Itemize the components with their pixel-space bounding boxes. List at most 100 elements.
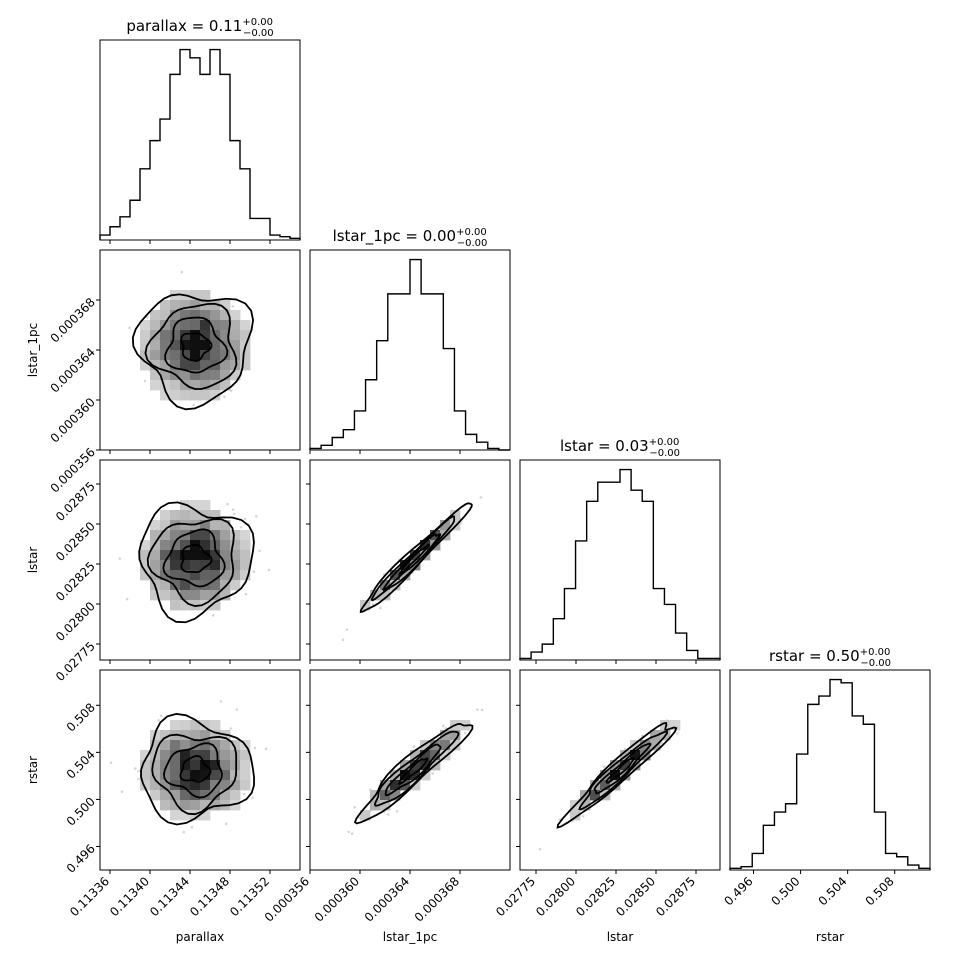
sample-point	[143, 379, 147, 383]
sample-point	[371, 602, 375, 606]
density-cell	[170, 340, 181, 351]
sample-point	[538, 847, 542, 851]
contour-4	[140, 712, 255, 826]
density-cell	[160, 530, 171, 541]
y-axis-label-rstar: rstar	[26, 756, 40, 784]
density-cell	[180, 790, 191, 801]
density-cell	[410, 560, 421, 571]
density-cell	[160, 750, 171, 761]
sample-point	[224, 822, 228, 826]
sample-point	[479, 496, 483, 499]
density-cell	[170, 300, 181, 311]
density-cell	[200, 510, 211, 521]
density-cell	[230, 320, 241, 331]
density-cell	[410, 780, 421, 791]
density-cell	[180, 560, 191, 571]
y-tick-label: 0.02850	[53, 519, 98, 564]
density-cell	[190, 380, 201, 391]
density-cell	[600, 770, 611, 781]
density-cell	[240, 540, 251, 551]
contour-3	[578, 730, 668, 811]
density-cell	[210, 800, 221, 811]
density-cell	[180, 380, 191, 391]
density-cell	[180, 550, 191, 561]
density-cell	[150, 590, 161, 601]
title-lower-error: −0.00	[860, 658, 891, 669]
x-tick-label: 0.02850	[613, 874, 658, 919]
y-tick-label: 0.02800	[53, 599, 98, 644]
density-cell	[230, 550, 241, 561]
density-cell	[390, 570, 401, 581]
density-cell	[230, 760, 241, 771]
x-tick-label: 0.500	[769, 874, 803, 908]
density-cell	[180, 540, 191, 551]
density-cell	[200, 340, 211, 351]
density-cell	[150, 340, 161, 351]
density-cell	[140, 770, 151, 781]
density-cell	[180, 800, 191, 811]
density-cell	[630, 740, 641, 751]
density-cell	[390, 770, 401, 781]
density-cell	[190, 570, 201, 581]
density-cell	[200, 560, 211, 571]
density-cell	[220, 770, 231, 781]
x-tick-label: 0.02775	[493, 874, 538, 919]
density-cell	[210, 390, 221, 401]
density-cell	[220, 300, 231, 311]
density-cell	[670, 720, 681, 731]
density-cell	[660, 720, 671, 731]
density-cell	[220, 550, 231, 561]
density-cell	[220, 320, 231, 331]
density-cell	[140, 340, 151, 351]
density-cell	[230, 530, 241, 541]
density-cell	[170, 540, 181, 551]
density-cell	[230, 310, 241, 321]
density-cell	[170, 360, 181, 371]
x-tick-label: 0.000364	[362, 874, 412, 924]
sample-point	[255, 515, 258, 518]
x-tick-label: 0.11348	[187, 874, 232, 919]
density-cell	[160, 580, 171, 591]
title-lstar: lstar = 0.03+0.00 −0.00	[560, 437, 680, 459]
density-cell	[200, 360, 211, 371]
density-cell	[150, 540, 161, 551]
density-cell	[150, 560, 161, 571]
density-cell	[160, 390, 171, 401]
density-cell	[140, 570, 151, 581]
density-cell	[170, 600, 181, 611]
density-cell	[240, 570, 251, 581]
density-cell	[210, 380, 221, 391]
density-cell	[150, 380, 161, 391]
x-axis-label-rstar: rstar	[816, 930, 844, 944]
density-cell	[450, 510, 461, 521]
density-cell	[590, 780, 601, 791]
density-cell	[240, 550, 251, 561]
sample-point	[379, 606, 382, 610]
y-tick-label: 0.02775	[53, 639, 98, 684]
density-cell	[170, 740, 181, 751]
density-cell	[160, 800, 171, 811]
sample-point	[229, 389, 233, 393]
sample-point	[157, 718, 160, 722]
density-cell	[210, 570, 221, 581]
x-tick-label: 0.000368	[412, 874, 462, 924]
contour-4	[556, 722, 678, 829]
title-upper-error: +0.00	[860, 647, 891, 658]
density-cell	[160, 550, 171, 561]
density-cell	[200, 720, 211, 731]
sample-point	[345, 628, 349, 631]
y-tick-label: 0.508	[64, 700, 98, 734]
density-cell	[180, 770, 191, 781]
density-cell	[200, 780, 211, 791]
sample-point	[231, 508, 235, 511]
density-cell	[170, 770, 181, 781]
density-cell	[220, 590, 231, 601]
panel-lstar-vs-lstar_1pc	[306, 459, 511, 664]
sample-point	[476, 708, 479, 711]
density-cell	[190, 350, 201, 361]
density-cell	[240, 320, 251, 331]
density-cell	[180, 370, 191, 381]
density-cell	[210, 510, 221, 521]
contour-4	[359, 502, 473, 614]
